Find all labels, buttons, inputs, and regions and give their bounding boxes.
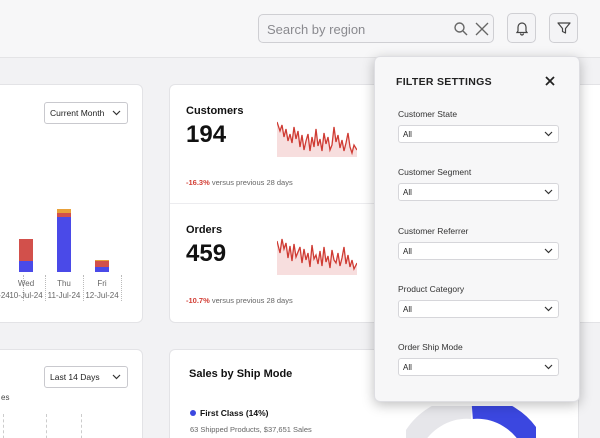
bar-segment[interactable]	[57, 209, 71, 213]
top-bar: Search by region	[0, 0, 600, 58]
filter-label: Customer State	[398, 109, 458, 119]
range-select-value: Last 14 Days	[50, 372, 100, 382]
kpi-card: Customers 194 -16.3% versus previous 28 …	[169, 84, 386, 323]
x-tick-day: Thu	[57, 279, 71, 288]
period-select[interactable]: Current Month	[44, 102, 128, 124]
customers-value: 194	[186, 121, 227, 148]
bar-segment[interactable]	[57, 217, 71, 272]
bar-segment[interactable]	[57, 212, 71, 217]
x-tick-date: 10-Jul-24	[9, 291, 43, 300]
filter-label: Product Category	[398, 284, 465, 294]
bar-segment[interactable]	[95, 259, 109, 261]
search-box[interactable]: Search by region	[258, 14, 494, 43]
filter-select-value: All	[403, 130, 412, 139]
filter-select[interactable]: All	[398, 300, 559, 318]
legend-dot	[190, 410, 196, 416]
notifications-button[interactable]	[507, 13, 536, 43]
ship-mode-title: Sales by Ship Mode	[189, 368, 293, 380]
search-icon[interactable]	[453, 21, 469, 37]
x-tick-day: Wed	[17, 279, 35, 288]
tick-separator	[23, 275, 24, 301]
orders-value: 459	[186, 240, 227, 267]
chevron-down-icon	[112, 110, 121, 116]
close-icon[interactable]	[474, 21, 490, 37]
orders-change: -10.7% versus previous 28 days	[186, 296, 293, 305]
filter-select[interactable]: All	[398, 125, 559, 143]
filter-label: Order Ship Mode	[398, 342, 463, 352]
chevron-down-icon	[112, 374, 121, 380]
gridline	[3, 414, 4, 438]
sales-chart-card: Current Month -24 Wed 10-Jul-24 Thu 11-Jul-2…	[0, 84, 143, 323]
filter-select[interactable]: All	[398, 358, 559, 376]
close-icon[interactable]	[543, 74, 557, 88]
chevron-down-icon	[544, 248, 553, 254]
filter-select-value: All	[403, 247, 412, 256]
divider	[170, 203, 386, 204]
bar-segment[interactable]	[19, 239, 33, 261]
filter-label: Customer Segment	[398, 167, 472, 177]
orders-title: Orders	[186, 224, 223, 236]
orders-change-value: -10.7%	[186, 296, 210, 305]
tick-separator	[83, 275, 84, 301]
bar-segment[interactable]	[19, 261, 33, 272]
customers-title: Customers	[186, 105, 244, 117]
filter-icon	[556, 22, 571, 34]
tick-separator	[45, 275, 46, 301]
ship-mode-donut	[406, 406, 536, 438]
range-select[interactable]: Last 14 Days	[44, 366, 128, 388]
orders-sparkline	[277, 238, 357, 275]
bell-icon	[515, 22, 528, 36]
chevron-down-icon	[544, 306, 553, 312]
search-input[interactable]: Search by region	[267, 22, 366, 37]
bar-segment[interactable]	[95, 261, 109, 267]
legend-sub: 63 Shipped Products, $37,651 Sales	[190, 425, 312, 434]
gridline	[81, 414, 82, 438]
orders-change-suffix: versus previous 28 days	[209, 296, 293, 305]
customers-change-suffix: versus previous 28 days	[209, 178, 293, 187]
filter-select-value: All	[403, 363, 412, 372]
x-tick-date: 12-Jul-24	[85, 291, 119, 300]
filter-select-value: All	[403, 305, 412, 314]
filter-panel: FILTER SETTINGS Customer State All Custome…	[374, 56, 580, 402]
bar-segment[interactable]	[95, 266, 109, 272]
filter-label: Customer Referrer	[398, 226, 469, 236]
x-tick-date: -24	[0, 291, 10, 300]
x-tick-date: 11-Jul-24	[47, 291, 81, 300]
bottom-left-card: Last 14 Days es	[0, 349, 143, 438]
chevron-down-icon	[544, 364, 553, 370]
chevron-down-icon	[544, 189, 553, 195]
gridline	[46, 414, 47, 438]
filter-select[interactable]: All	[398, 183, 559, 201]
customers-change: -16.3% versus previous 28 days	[186, 178, 293, 187]
tick-separator	[121, 275, 122, 301]
filter-select-value: All	[403, 188, 412, 197]
filter-button[interactable]	[549, 13, 578, 43]
filter-panel-title: FILTER SETTINGS	[396, 76, 492, 88]
period-select-value: Current Month	[50, 108, 105, 118]
customers-sparkline	[277, 121, 357, 157]
filter-select[interactable]: All	[398, 242, 559, 260]
edge-label: es	[1, 393, 10, 402]
chevron-down-icon	[544, 131, 553, 137]
x-tick-day: Fri	[97, 279, 107, 288]
customers-change-value: -16.3%	[186, 178, 210, 187]
legend-label: First Class (14%)	[200, 408, 269, 418]
